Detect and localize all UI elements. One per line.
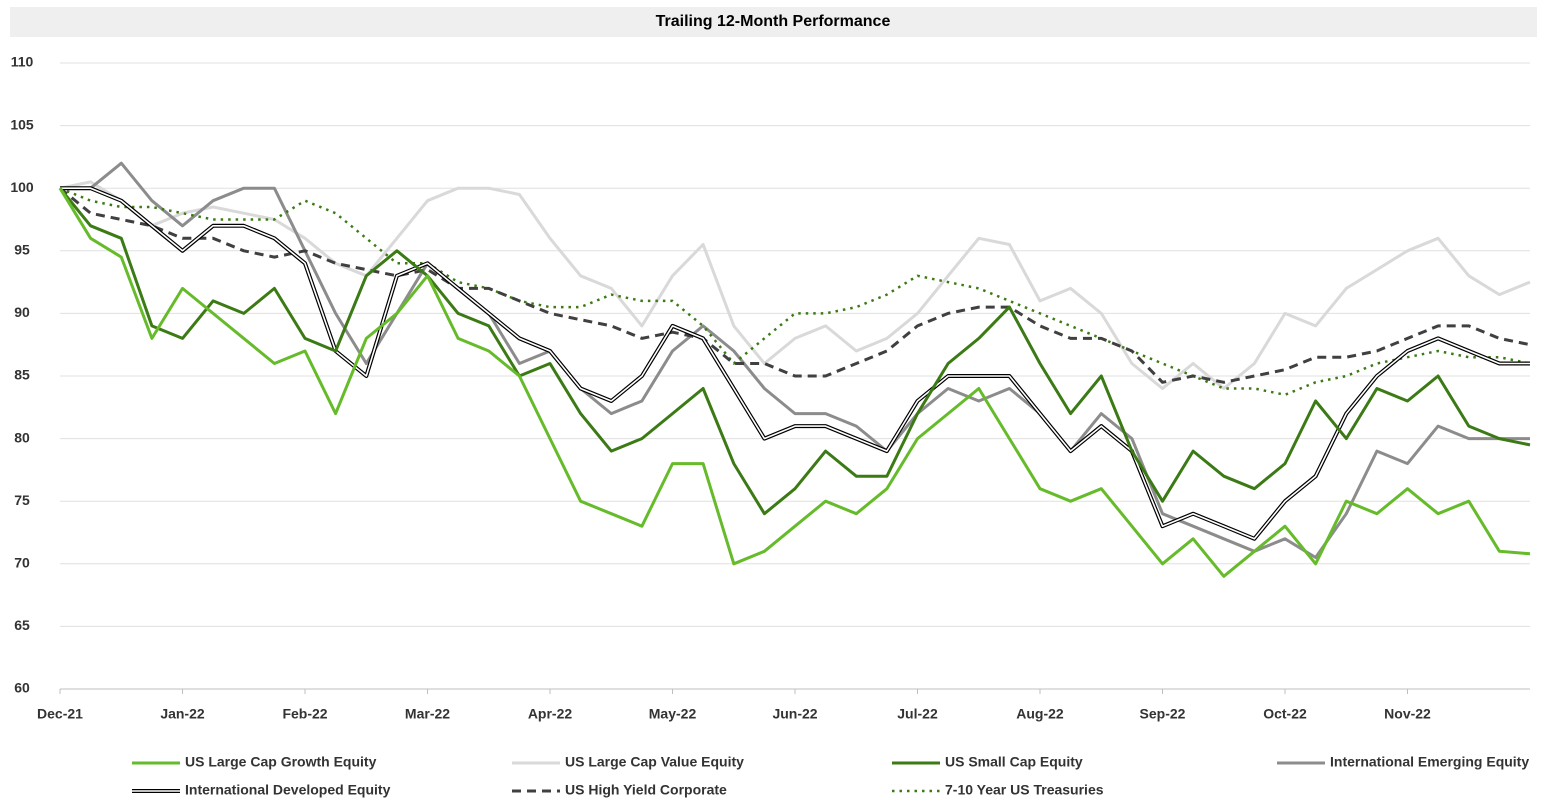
title-bar	[10, 7, 1537, 37]
y-tick-label: 105	[10, 116, 34, 132]
x-tick-label: Jul-22	[897, 706, 938, 722]
y-tick-label: 110	[11, 54, 34, 70]
x-tick-label: Jun-22	[772, 706, 817, 722]
y-tick-label: 95	[14, 242, 30, 258]
legend-label: US Small Cap Equity	[945, 754, 1083, 770]
legend-label: 7-10 Year US Treasuries	[945, 782, 1104, 798]
x-tick-label: Apr-22	[528, 706, 573, 722]
y-tick-label: 80	[14, 429, 30, 445]
x-tick-label: Jan-22	[160, 706, 205, 722]
y-tick-label: 75	[14, 492, 30, 508]
series-line	[59, 187, 1531, 397]
y-tick-label: 85	[14, 367, 30, 383]
series-line	[59, 180, 1531, 390]
x-tick-label: Mar-22	[405, 706, 450, 722]
y-tick-label: 65	[14, 617, 30, 633]
y-tick-label: 60	[14, 680, 30, 696]
legend-label: US Large Cap Growth Equity	[185, 754, 377, 770]
x-tick-label: Feb-22	[282, 706, 327, 722]
legend-label: US High Yield Corporate	[565, 782, 727, 798]
series-line	[58, 187, 1531, 578]
legend-label: International Emerging Equity	[1330, 754, 1529, 770]
x-tick-label: Oct-22	[1263, 706, 1307, 722]
series-line	[59, 187, 1531, 384]
y-tick-label: 90	[14, 304, 30, 320]
series-line-inner	[60, 187, 1530, 540]
x-tick-label: Aug-22	[1016, 706, 1064, 722]
y-tick-label: 100	[10, 179, 34, 195]
series-line	[60, 186, 1530, 541]
x-tick-label: Dec-21	[37, 706, 83, 722]
legend-label: International Developed Equity	[185, 782, 391, 798]
x-tick-label: May-22	[649, 706, 697, 722]
x-tick-label: Sep-22	[1140, 706, 1186, 722]
x-tick-label: Nov-22	[1384, 706, 1431, 722]
chart-title: Trailing 12-Month Performance	[656, 13, 891, 30]
legend-label: US Large Cap Value Equity	[565, 754, 744, 770]
y-tick-label: 70	[14, 555, 30, 571]
series-line	[58, 187, 1531, 516]
